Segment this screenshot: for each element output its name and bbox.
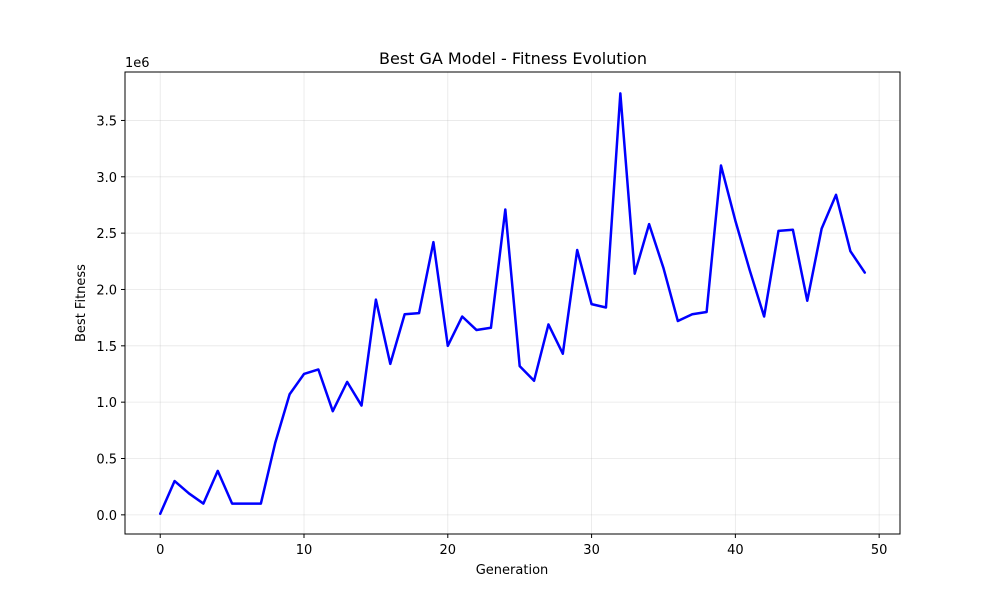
- y-tick-label: 1.0: [96, 396, 117, 411]
- series-layer: [158, 92, 867, 515]
- x-tick-label: 20: [440, 543, 457, 558]
- y-tick-label: 0.5: [96, 453, 117, 468]
- x-tick-label: 30: [583, 543, 600, 558]
- y-tick-label: 0.0: [96, 509, 117, 524]
- grid: [125, 72, 900, 534]
- x-axis: 0 10 20 30 40 50: [156, 534, 887, 558]
- chart-title: Best GA Model - Fitness Evolution: [379, 49, 647, 68]
- plot-frame: [124, 71, 901, 535]
- y-tick-label: 2.0: [96, 283, 117, 298]
- y-tick-label: 1.5: [96, 340, 117, 355]
- x-axis-label: Generation: [476, 563, 549, 578]
- y-axis: 0.0 0.5 1.0 1.5 2.0 2.5 3.0 3.5: [96, 114, 125, 524]
- series-line: [158, 92, 867, 515]
- x-tick-label: 40: [727, 543, 744, 558]
- x-tick-label: 50: [871, 543, 888, 558]
- y-tick-label: 3.0: [96, 171, 117, 186]
- y-tick-label: 2.5: [96, 227, 117, 242]
- y-tick-label: 3.5: [96, 114, 117, 129]
- y-axis-label: Best Fitness: [74, 264, 89, 342]
- x-tick-label: 0: [156, 543, 164, 558]
- x-tick-label: 10: [296, 543, 313, 558]
- y-offset-label: 1e6: [125, 56, 150, 71]
